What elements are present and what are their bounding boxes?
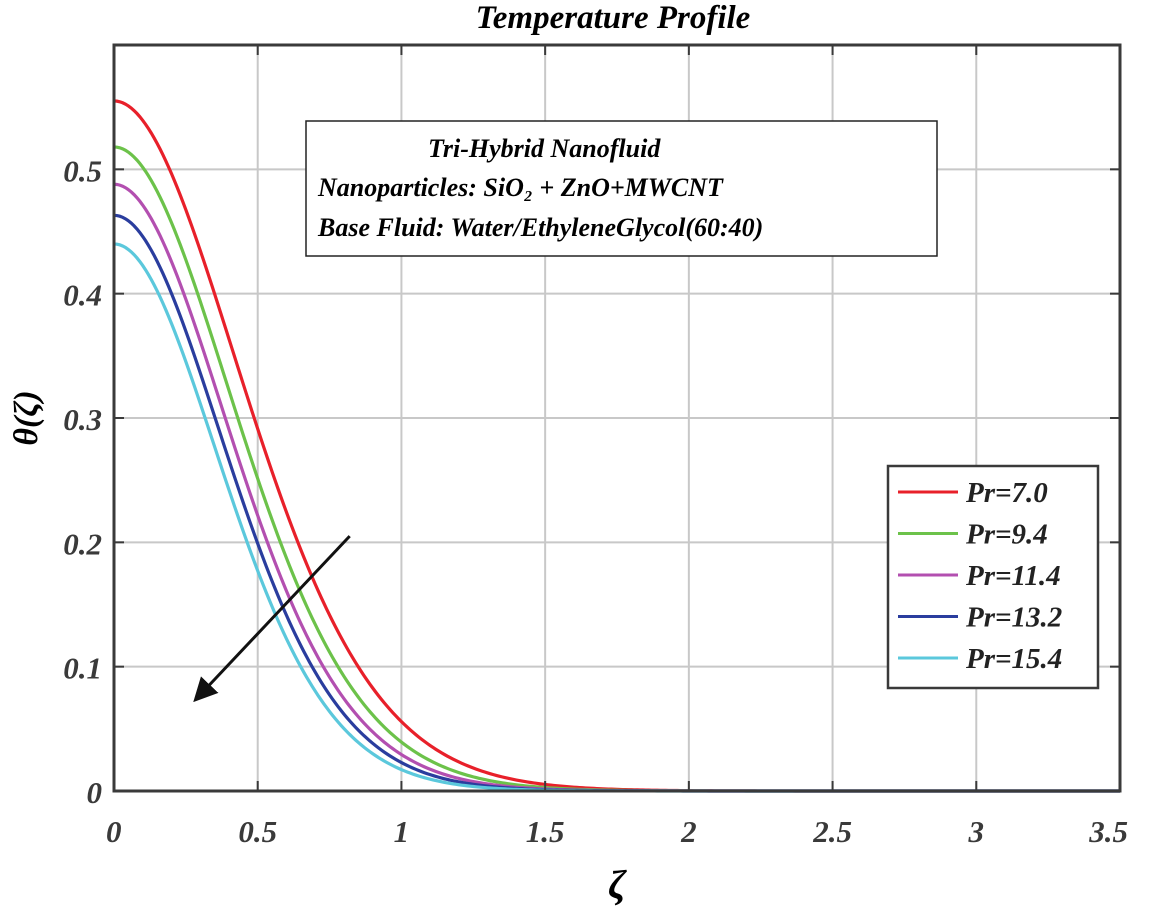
annotation-box: Tri-Hybrid Nanofluid Nanoparticles: SiO₂…	[305, 120, 938, 257]
legend-label: Pr=13.2	[965, 602, 1062, 634]
legend: Pr=7.0 Pr=9.4 Pr=11.4 Pr=13.2 Pr=15.4	[886, 464, 1100, 690]
legend-box	[886, 464, 1100, 690]
y-tick-label: 0.1	[63, 651, 102, 686]
x-tick-label: 3.5	[1088, 814, 1128, 849]
trend-arrow	[193, 535, 351, 703]
x-axis-label: ζ	[608, 862, 627, 907]
y-tick-label: 0	[87, 775, 103, 810]
x-tick-label: 0.5	[238, 814, 277, 849]
annotation-line-1: Tri-Hybrid Nanofluid	[428, 134, 661, 163]
y-axis-label: θ(ζ)	[8, 390, 45, 445]
x-tick-label: 0	[106, 814, 122, 849]
x-tick-label: 1.5	[526, 814, 565, 849]
annotation-line-3: Base Fluid: Water/EthyleneGlycol(60:40)	[317, 213, 763, 242]
x-tick-label: 2.5	[812, 814, 852, 849]
legend-label: Pr=11.4	[965, 560, 1061, 592]
y-tick-label: 0.3	[63, 402, 102, 437]
y-tick-label: 0.5	[63, 153, 102, 188]
x-tick-label: 3	[968, 814, 985, 849]
annotation-line-2: Nanoparticles: SiO₂ + ZnO+MWCNT	[317, 173, 724, 202]
x-tick-label: 1	[394, 814, 410, 849]
legend-label: Pr=7.0	[965, 477, 1048, 509]
x-tick-label: 2	[680, 814, 697, 849]
chart-title: Temperature Profile	[476, 0, 751, 36]
axis-ticks: 0 0.5 1 1.5 2 2.5 3 3.5 0 0.1 0.2 0.3 0.4 0.5	[63, 45, 1128, 849]
y-tick-label: 0.2	[63, 526, 102, 561]
legend-label: Pr=15.4	[965, 643, 1062, 675]
legend-label: Pr=9.4	[965, 519, 1048, 551]
y-tick-label: 0.4	[63, 278, 102, 313]
